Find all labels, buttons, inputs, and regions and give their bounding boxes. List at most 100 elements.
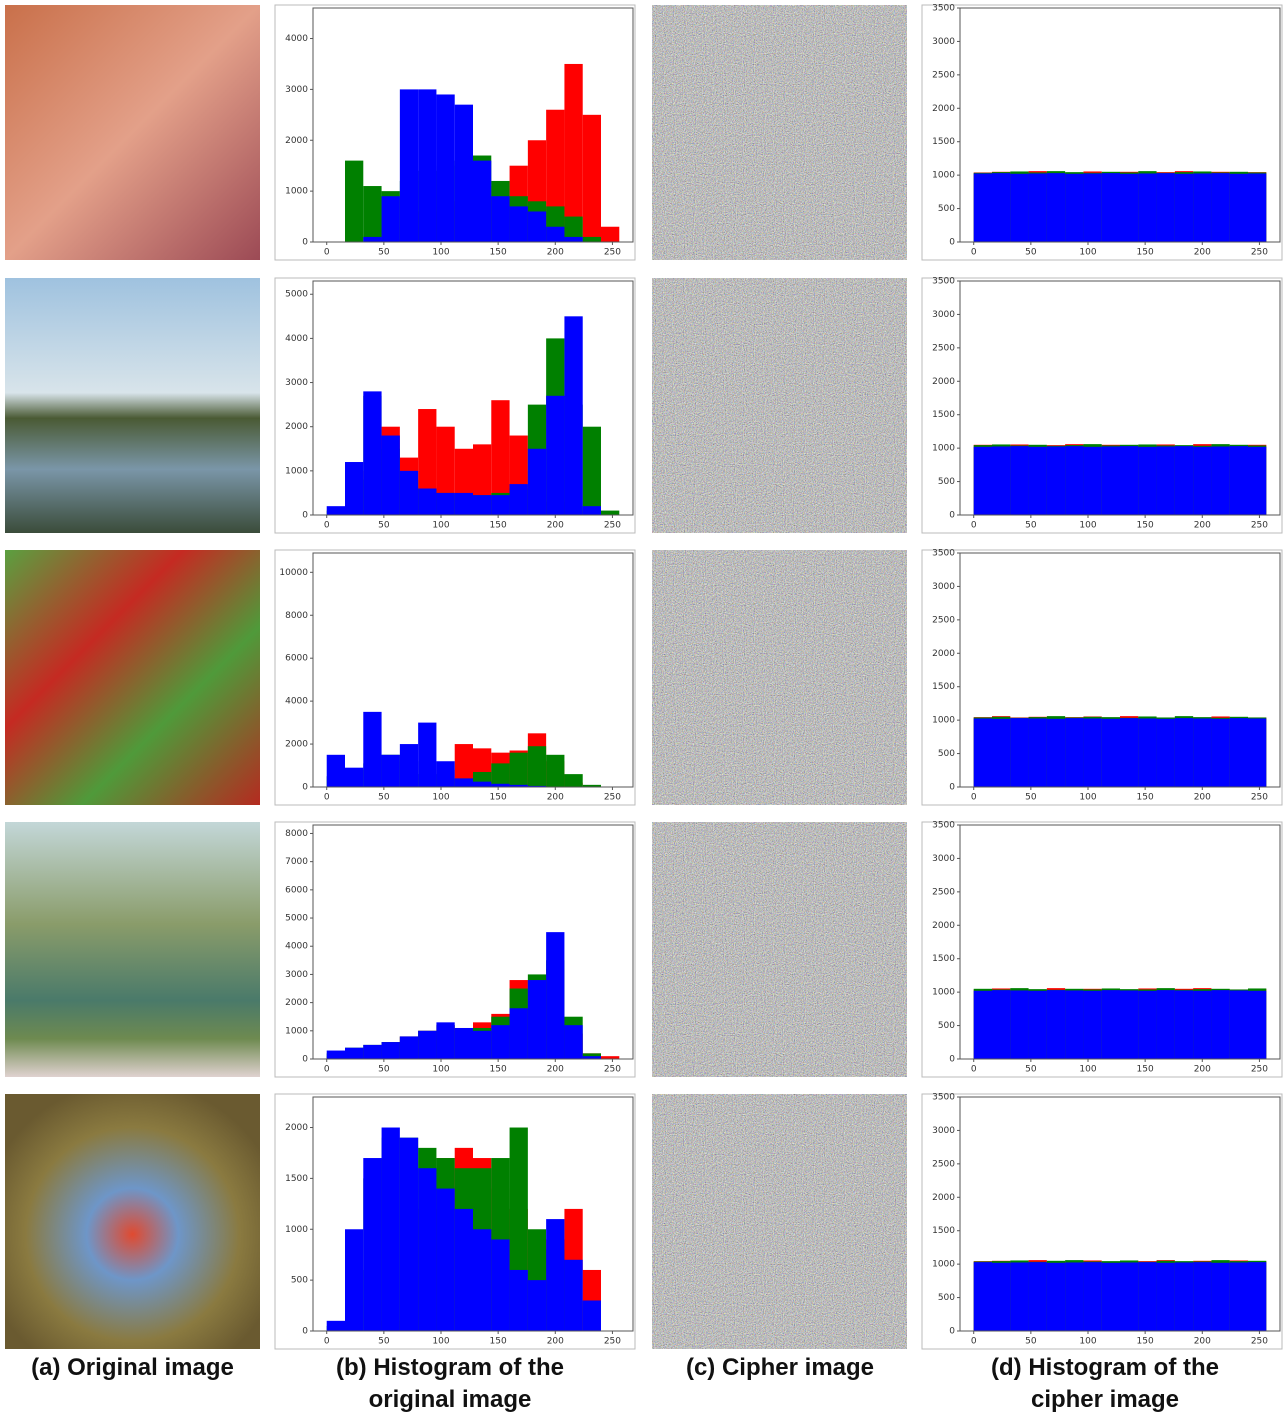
- y-tick-label: 1000: [932, 988, 955, 998]
- histogram-bar: [491, 1025, 509, 1059]
- y-tick-label: 1000: [932, 444, 955, 454]
- histogram-bar: [528, 1280, 546, 1331]
- histogram-bar: [1230, 990, 1248, 1059]
- histogram-bar: [327, 1051, 345, 1059]
- y-tick-label: 0: [949, 783, 955, 793]
- histogram-bar: [1083, 447, 1101, 515]
- x-tick-label: 0: [971, 793, 977, 803]
- histogram-bar: [546, 1219, 564, 1331]
- histogram-bar: [1193, 447, 1211, 515]
- x-tick-label: 50: [378, 1065, 390, 1075]
- histogram-bar: [436, 94, 454, 242]
- histogram-bar: [1010, 990, 1028, 1059]
- y-tick-label: 1500: [932, 410, 955, 420]
- histogram-bar: [510, 1008, 528, 1059]
- histogram-bar: [1193, 173, 1211, 242]
- histogram-bar: [1083, 173, 1101, 242]
- y-tick-label: 1500: [285, 1174, 308, 1184]
- histogram-bar: [974, 447, 992, 515]
- histogram-bar: [1157, 990, 1175, 1059]
- figure: 0501001502002500100020003000400005010015…: [0, 0, 1285, 1418]
- y-tick-label: 2500: [932, 343, 955, 353]
- y-tick-label: 6000: [285, 654, 308, 664]
- x-tick-label: 200: [547, 248, 564, 258]
- histogram-bar: [418, 1031, 436, 1059]
- y-tick-label: 8000: [285, 611, 308, 621]
- histogram-bar: [473, 1229, 491, 1331]
- histogram-bar: [1230, 174, 1248, 242]
- y-tick-label: 3500: [932, 277, 955, 287]
- x-tick-label: 50: [378, 521, 390, 531]
- y-tick-label: 1500: [932, 137, 955, 147]
- histogram-bar: [992, 1263, 1010, 1331]
- y-tick-label: 0: [949, 238, 955, 248]
- x-tick-label: 0: [971, 1065, 977, 1075]
- y-tick-label: 2500: [932, 1159, 955, 1169]
- histogram-bar: [546, 932, 564, 1059]
- histogram-bar: [400, 1036, 418, 1059]
- y-tick-label: 2000: [932, 1193, 955, 1203]
- y-tick-label: 0: [302, 238, 308, 248]
- histogram-bar: [974, 1262, 992, 1331]
- x-tick-label: 100: [432, 1065, 449, 1075]
- y-tick-label: 1500: [932, 954, 955, 964]
- histogram-bar: [491, 495, 509, 515]
- x-tick-label: 200: [1194, 1065, 1211, 1075]
- histogram-bar: [583, 115, 601, 242]
- y-tick-label: 0: [949, 1327, 955, 1337]
- y-tick-label: 0: [949, 511, 955, 521]
- histogram-bar: [455, 778, 473, 787]
- x-tick-label: 150: [490, 1337, 507, 1347]
- histogram-bar: [1029, 173, 1047, 242]
- y-tick-label: 2000: [285, 740, 308, 750]
- x-tick-label: 250: [1251, 521, 1268, 531]
- histogram-bar: [1230, 1262, 1248, 1331]
- x-tick-label: 150: [1137, 1337, 1154, 1347]
- histogram-bar: [382, 755, 400, 787]
- histogram-bar: [564, 64, 582, 242]
- y-tick-label: 0: [302, 783, 308, 793]
- y-tick-label: 3500: [932, 1093, 955, 1103]
- histogram-bar: [363, 1045, 381, 1059]
- histogram-bar: [974, 718, 992, 787]
- histogram-bar: [436, 761, 454, 787]
- histogram-bar: [1138, 991, 1156, 1059]
- x-tick-label: 0: [324, 248, 330, 258]
- histogram-bar: [418, 723, 436, 787]
- histogram-bar: [992, 990, 1010, 1059]
- histogram-bar: [473, 1031, 491, 1059]
- x-tick-label: 250: [604, 248, 621, 258]
- histogram-bar: [1065, 990, 1083, 1059]
- histogram-bar: [1138, 1262, 1156, 1331]
- histogram-bar: [1029, 1262, 1047, 1331]
- histogram-bar: [528, 746, 546, 787]
- x-tick-label: 150: [490, 521, 507, 531]
- y-tick-label: 4000: [285, 942, 308, 952]
- histogram-bar: [455, 493, 473, 515]
- x-tick-label: 200: [1194, 1337, 1211, 1347]
- x-tick-label: 100: [432, 521, 449, 531]
- histogram-bar: [546, 396, 564, 515]
- histogram-bar: [1102, 990, 1120, 1059]
- x-tick-label: 150: [1137, 1065, 1154, 1075]
- x-tick-label: 100: [432, 1337, 449, 1347]
- histogram-bar: [1248, 718, 1266, 787]
- histogram-bar: [1230, 718, 1248, 787]
- cipher-image: [652, 822, 907, 1077]
- y-tick-label: 3500: [932, 821, 955, 831]
- y-tick-label: 3500: [932, 4, 955, 14]
- x-tick-label: 50: [378, 248, 390, 258]
- x-tick-label: 200: [1194, 793, 1211, 803]
- histogram-bar: [491, 1239, 509, 1331]
- histogram-bar: [345, 1048, 363, 1059]
- histogram-bar: [1138, 718, 1156, 787]
- x-tick-label: 0: [324, 1065, 330, 1075]
- histogram-bar: [1157, 173, 1175, 242]
- histogram-bar: [327, 1321, 345, 1331]
- y-tick-label: 0: [949, 1055, 955, 1065]
- x-tick-label: 50: [1025, 1337, 1037, 1347]
- histogram-bar: [382, 1128, 400, 1331]
- histogram-bar: [1175, 446, 1193, 515]
- histogram-bar: [1083, 1262, 1101, 1331]
